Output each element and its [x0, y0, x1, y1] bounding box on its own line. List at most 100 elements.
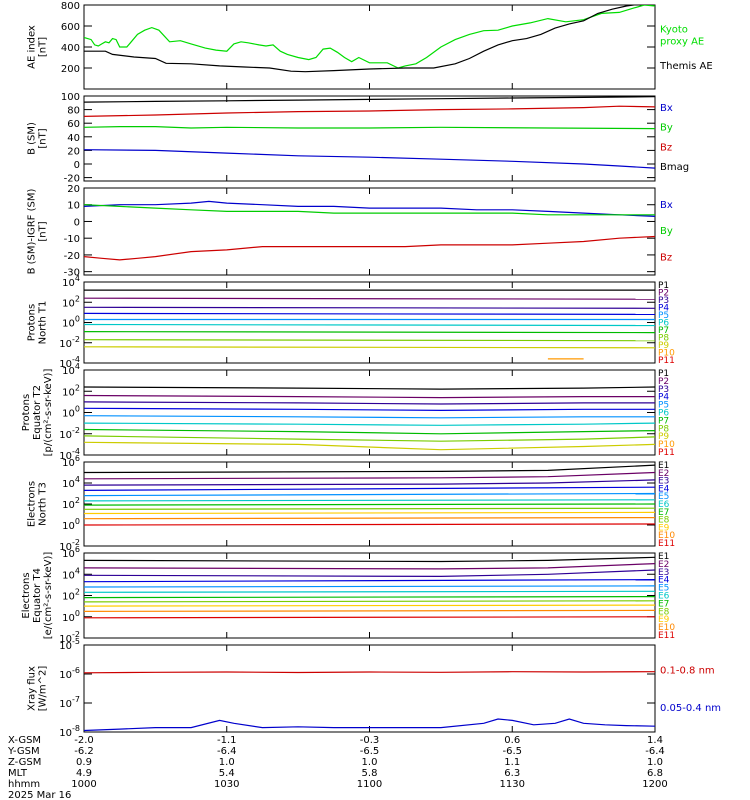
series-group — [84, 556, 655, 619]
ephemeris-value: 6.3 — [504, 768, 520, 779]
legend-label: P2 — [658, 289, 669, 299]
series-line-e6 — [84, 590, 655, 593]
y-tick-label: 10-6 — [59, 666, 80, 681]
series-line-e4 — [84, 486, 655, 491]
ephemeris-value: 5.4 — [219, 768, 235, 779]
y-tick-label: 60 — [67, 119, 80, 130]
series-line-bz — [84, 105, 655, 117]
y-tick-label: 10-2 — [59, 630, 80, 645]
y-tick-label: 102 — [62, 496, 80, 511]
y-tick-label: 10-2 — [59, 426, 80, 441]
series-line-e1 — [84, 556, 655, 563]
y-tick-label: 104 — [62, 566, 80, 581]
y-tick-label: 10-4 — [59, 447, 80, 462]
y-tick-label: 102 — [62, 383, 80, 398]
legend-label: E3 — [658, 568, 669, 578]
panel-protons_t1: 10-4 10-2 100 102 104 Protons North T1 P1P2P3P4… — [27, 274, 676, 370]
ephemeris-table: X-GSM -2.0 -1.1 -0.3 0.6 1.4 Y-GSM -6.2 -6.4 -6.5… — [7, 735, 668, 800]
legend-label: E5 — [658, 584, 669, 594]
y-tick-label: 104 — [62, 274, 80, 289]
legend-label: E10 — [658, 623, 675, 633]
y-axis-title: Electrons — [27, 481, 38, 527]
legend-label: E9 — [658, 523, 670, 533]
series-line-p3 — [84, 401, 655, 405]
series-line-e7 — [84, 503, 655, 506]
series-line-bz — [84, 235, 655, 261]
y-tick-label: 600 — [61, 22, 80, 33]
legend-label: P6 — [658, 409, 669, 419]
ephemeris-value: 1200 — [642, 779, 667, 790]
series-group — [84, 386, 655, 451]
y-axis-title: AE index — [27, 25, 38, 69]
legend-label: Bz — [660, 142, 672, 153]
ephemeris-value: 1.0 — [647, 757, 663, 768]
y-tick-label: 10-2 — [59, 335, 80, 350]
panel-frame — [83, 4, 656, 90]
y-tick-label: 106 — [62, 454, 80, 469]
y-tick-label: 102 — [62, 588, 80, 603]
legend-label: By — [660, 123, 673, 134]
ephemeris-value: 1.0 — [219, 757, 235, 768]
legend-label: E2 — [658, 469, 669, 479]
ephemeris-row-label: Y-GSM — [7, 746, 40, 757]
y-tick-label: 800 — [61, 1, 80, 12]
y-tick-label: 10-7 — [59, 695, 80, 710]
legend-label: P1 — [658, 281, 669, 291]
y-axis-title: [p/(cm²-s-sr-keV)] — [43, 369, 54, 457]
y-tick-label: 10-5 — [59, 637, 80, 652]
y-axis-title: Equator T4 — [32, 568, 43, 623]
series-line-e3 — [84, 479, 655, 486]
y-axis-title: [e/(cm²-s-sr-keV)] — [43, 552, 54, 640]
y-tick-label: 0 — [74, 217, 80, 228]
ephemeris-value: 5.8 — [362, 768, 378, 779]
legend-label: E1 — [658, 461, 669, 471]
y-tick-label: 80 — [67, 106, 80, 117]
series-line-e8 — [84, 600, 655, 603]
legend-label: P8 — [658, 334, 669, 344]
series-line-e10 — [84, 517, 655, 520]
y-axis-title: [nT] — [38, 221, 49, 241]
legend-label: P10 — [658, 440, 675, 450]
series-line-p4 — [84, 312, 655, 315]
legend-label: E7 — [658, 599, 669, 609]
ephemeris-value: 1030 — [214, 779, 239, 790]
y-axis-title: [W/m^2] — [38, 666, 49, 712]
series-line-p6 — [84, 422, 655, 426]
legend-label: E6 — [658, 500, 670, 510]
y-tick-label: 20 — [67, 146, 80, 157]
series-line-e4 — [84, 579, 655, 583]
legend-label: P4 — [658, 304, 669, 314]
y-tick-label: 40 — [67, 133, 80, 144]
legend-label: P6 — [658, 319, 669, 329]
y-tick-label: 20 — [67, 184, 80, 195]
legend-label: proxy AE — [660, 36, 704, 47]
series-line-bmag — [84, 96, 655, 103]
panel-frame — [83, 552, 656, 639]
legend-label: E11 — [658, 631, 675, 641]
y-tick-label: 100 — [62, 517, 80, 532]
series-line-e10 — [84, 609, 655, 612]
series-line-e5 — [84, 585, 655, 588]
series-group — [84, 5, 655, 73]
ephemeris-value: -6.5 — [502, 746, 522, 757]
series-line-bx — [84, 200, 655, 217]
y-axis-title: North T1 — [38, 301, 49, 345]
legend-label: 0.05-0.4 nm — [660, 703, 721, 714]
series-line-p9 — [84, 346, 655, 349]
y-tick-label: 106 — [62, 545, 80, 560]
y-tick-label: 10-2 — [59, 538, 80, 553]
legend-label: E8 — [658, 516, 670, 526]
series-line-kyoto-proxy-ae — [84, 5, 655, 69]
y-tick-label: 10-8 — [59, 724, 80, 739]
y-tick-label: 100 — [62, 405, 80, 420]
legend-label: Themis AE — [659, 61, 713, 72]
legend-label: Bmag — [660, 162, 689, 173]
legend-label: P7 — [658, 326, 669, 336]
legend-label: E11 — [658, 539, 675, 549]
legend-label: E7 — [658, 508, 669, 518]
series-line-by — [84, 126, 655, 130]
series-line-p2 — [84, 297, 655, 300]
y-axis-title: Protons — [27, 304, 38, 341]
series-line-p8 — [84, 435, 655, 442]
ephemeris-value: 0.6 — [504, 735, 520, 746]
